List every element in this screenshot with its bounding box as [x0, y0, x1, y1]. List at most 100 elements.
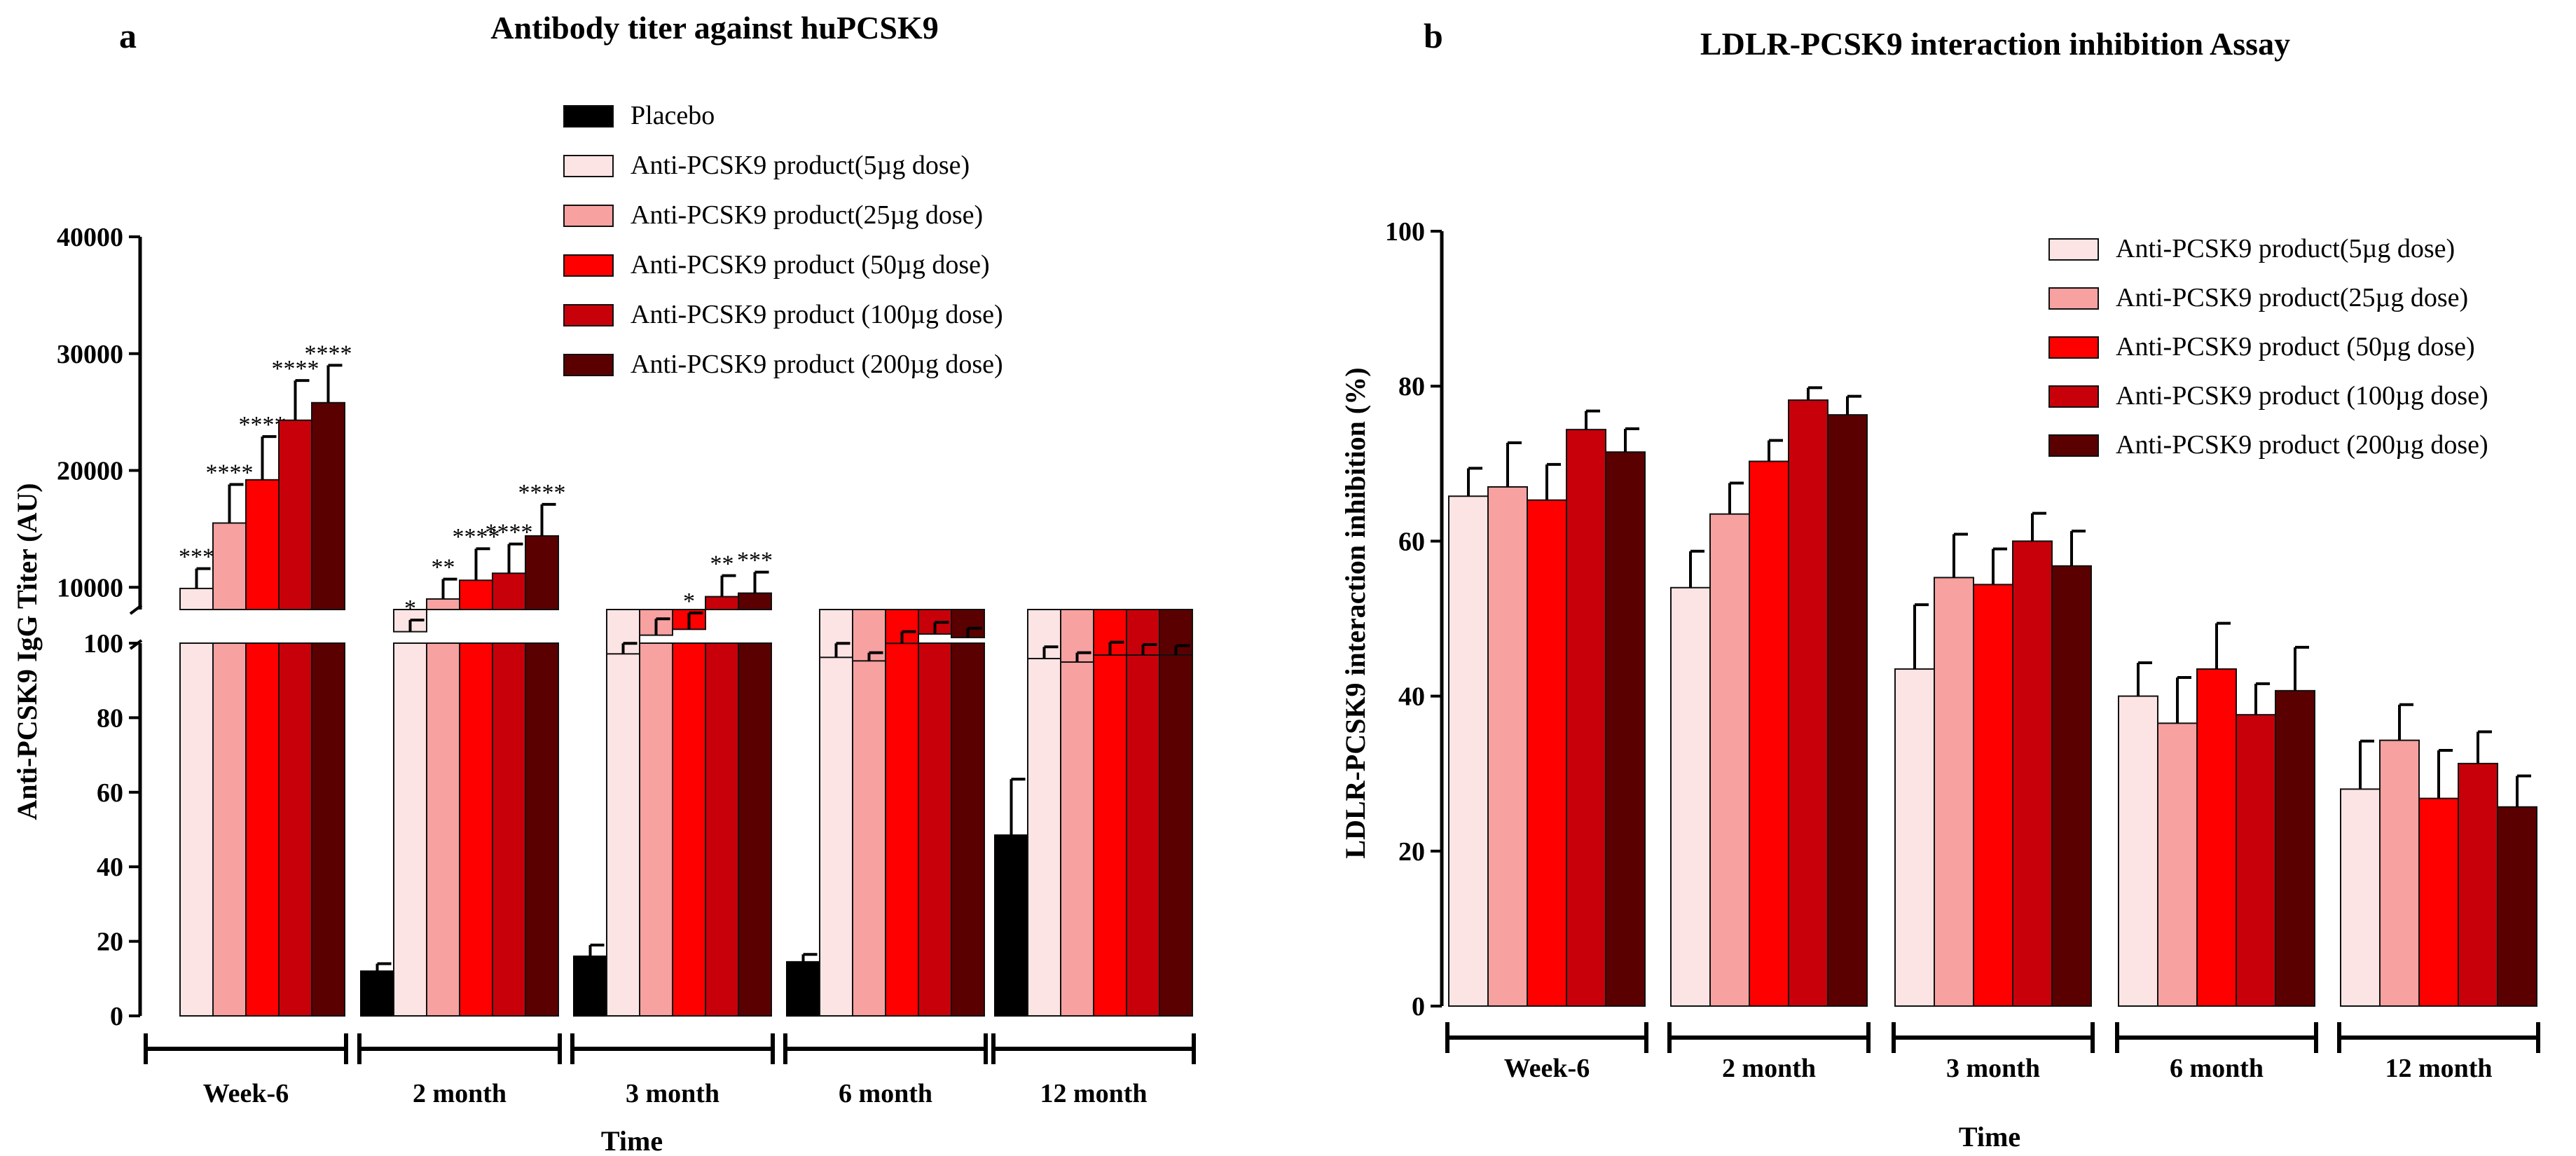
panel-a-axis-break-top — [129, 604, 143, 615]
panel-b-bar-s2-c0 — [1527, 499, 1567, 1007]
panel-a-bar-s4-c2-upper — [705, 596, 739, 611]
panel-a-legend-3-swatch — [563, 254, 614, 277]
panel-b-category-label: 12 month — [2385, 1054, 2492, 1083]
panel-a-bar-s2-c0-upper — [212, 522, 247, 610]
panel-a-chart: 02040608010010000200003000040000********… — [57, 101, 1196, 1108]
panel-b-legend-3-swatch — [2048, 385, 2099, 408]
panel-a-legend-5-label: Anti-PCSK9 product (200µg dose) — [631, 350, 1003, 379]
panel-a-legend-1-label: Anti-PCSK9 product(5µg dose) — [631, 151, 970, 180]
panel-a-category-label: 12 month — [1040, 1079, 1147, 1108]
panel-b-bar-s4-c1 — [1827, 414, 1868, 1007]
panel-b-bar-s4-c3 — [2275, 689, 2315, 1007]
panel-a-ytick-upper-label: 10000 — [57, 573, 123, 603]
panel-a-bar-s3-c1-significance: **** — [453, 524, 500, 550]
panel-b-bar-s2-c2 — [1973, 584, 2013, 1007]
panel-a-legend-5-swatch — [563, 354, 614, 376]
panel-a-bar-s0-c2 — [573, 955, 607, 1017]
panel-a-bar-s5-c0-significance: **** — [305, 340, 352, 366]
panel-a-bar-s5-c1-significance: **** — [518, 480, 566, 506]
panel-a-legend-0-label: Placebo — [631, 101, 715, 130]
panel-b-bar-s0-c4 — [2340, 788, 2381, 1007]
panel-a-bar-s4-c0-lower — [278, 642, 312, 1017]
panel-b-legend-2-label: Anti-PCSK9 product (50µg dose) — [2116, 332, 2475, 362]
panel-a-bar-s3-c4-lower — [1093, 642, 1127, 1017]
panel-b-bar-s1-c1 — [1709, 513, 1750, 1007]
panel-b-category-label: 3 month — [1946, 1054, 2040, 1083]
panel-b-legend-0-swatch — [2048, 238, 2099, 261]
panel-a-category-label: 3 month — [626, 1079, 719, 1108]
panel-b-bar-s1-c0 — [1487, 486, 1528, 1007]
panel-a-bar-s3-c1-upper — [459, 579, 493, 610]
panel-b-bar-s0-c3 — [2118, 695, 2158, 1007]
panel-b-label: b — [1424, 16, 1443, 55]
panel-a-ytick-lower-label: 20 — [97, 928, 123, 957]
panel-b-bar-s3-c3 — [2236, 714, 2276, 1007]
panel-b-legend-3-label: Anti-PCSK9 product (100µg dose) — [2116, 381, 2488, 411]
panel-a-bar-s2-c4-lower — [1060, 642, 1094, 1017]
panel-a-ytick-lower-label: 80 — [97, 703, 123, 733]
panel-a-bar-s4-c2-significance: ** — [710, 551, 734, 577]
panel-a-bar-s2-c1-significance: ** — [432, 555, 455, 581]
panel-b-bar-s0-c0 — [1448, 495, 1489, 1007]
panel-a-bar-s3-c0-upper — [245, 479, 280, 611]
panel-a-ylabel: Anti-PCSK9 IgG Titer (AU) — [11, 483, 43, 820]
panel-b-legend-0-label: Anti-PCSK9 product(5µg dose) — [2116, 234, 2455, 263]
panel-b-bar-s3-c1 — [1788, 399, 1828, 1007]
panel-a-bar-s2-c1-upper — [426, 598, 460, 610]
panel-a-label: a — [119, 16, 137, 55]
panel-a-legend-4-label: Anti-PCSK9 product (100µg dose) — [631, 300, 1003, 329]
panel-a-legend-3-label: Anti-PCSK9 product (50µg dose) — [631, 250, 990, 280]
panel-a-bar-s1-c3-lower — [819, 642, 853, 1017]
panel-a-bar-s4-c0-significance: **** — [272, 356, 319, 382]
panel-a-bar-s5-c1-lower — [525, 642, 559, 1017]
panel-a-category-label: 6 month — [839, 1079, 932, 1108]
panel-a-bar-s1-c4-lower — [1027, 642, 1061, 1017]
panel-a-bar-s1-c0-upper — [179, 587, 214, 610]
panel-a-bar-s0-c4 — [994, 834, 1028, 1017]
panel-b-bar-s2-c4 — [2418, 797, 2459, 1007]
panel-b-ytick-label: 0 — [1412, 992, 1425, 1021]
panel-a-bar-s4-c1-lower — [492, 642, 526, 1017]
panel-a-bar-s1-c2-lower — [606, 642, 640, 1017]
panel-a-legend-2-label: Anti-PCSK9 product(25µg dose) — [631, 200, 983, 230]
panel-a-legend-0-swatch — [563, 105, 614, 128]
panel-a-bar-s5-c2-significance: *** — [737, 548, 773, 574]
panel-b-bar-s3-c4 — [2458, 762, 2498, 1007]
panel-a-bar-s3-c2-significance: * — [683, 589, 695, 614]
panel-a-bar-s2-c2-lower — [639, 642, 673, 1017]
panel-b-legend-2-swatch — [2048, 336, 2099, 359]
panel-a-bar-s5-c2-upper — [738, 592, 772, 611]
panel-a-category-label: 2 month — [413, 1079, 507, 1108]
panel-a-bar-s3-c1-lower — [459, 642, 493, 1017]
panel-a-bar-s1-c0-significance: *** — [179, 544, 214, 570]
panel-a-legend-1-swatch — [563, 155, 614, 177]
panel-b-bar-s1-c4 — [2379, 739, 2420, 1007]
panel-a-bar-s5-c0-lower — [311, 642, 345, 1017]
panel-a-bar-s2-c0-lower — [212, 642, 247, 1017]
panel-b-category-label: Week-6 — [1504, 1054, 1590, 1083]
panel-b-ytick-label: 40 — [1398, 682, 1425, 712]
panel-a-bar-s1-c1-significance: * — [404, 596, 416, 621]
panel-a-bar-s5-c1-upper — [525, 535, 559, 611]
panel-b-ylabel: LDLR-PCSK9 interaction inhibition (%) — [1339, 367, 1371, 858]
panel-a-bar-s4-c3-lower — [918, 642, 952, 1017]
panel-a-ytick-upper-label: 20000 — [57, 457, 123, 486]
panel-b-category-label: 6 month — [2170, 1054, 2264, 1083]
panel-a-title: Antibody titer against huPCSK9 — [490, 10, 938, 46]
panel-a-bar-s5-c2-lower — [738, 642, 772, 1017]
panel-a-bar-s5-c4-lower — [1159, 642, 1193, 1017]
panel-b-legend-4-label: Anti-PCSK9 product (200µg dose) — [2116, 430, 2488, 460]
panel-a-ytick-lower-label: 60 — [97, 778, 123, 808]
panel-b-bar-s2-c1 — [1749, 460, 1789, 1007]
panel-a-bar-s4-c1-upper — [492, 572, 526, 610]
panel-b-bar-s0-c1 — [1670, 586, 1711, 1007]
panel-b-ytick-label: 60 — [1398, 527, 1425, 556]
panel-a-ytick-lower-label: 0 — [110, 1002, 123, 1031]
panel-a-bar-s3-c3-lower — [885, 642, 919, 1017]
panel-a-bar-s4-c4-lower — [1126, 642, 1160, 1017]
panel-a-bar-s1-c1-lower — [393, 642, 427, 1017]
panel-b-bar-s3-c0 — [1566, 429, 1606, 1007]
panel-a-ytick-upper-label: 30000 — [57, 340, 123, 369]
panel-a-bar-s1-c0-lower — [179, 642, 214, 1017]
panel-a-ytick-lower-label: 100 — [83, 629, 123, 659]
